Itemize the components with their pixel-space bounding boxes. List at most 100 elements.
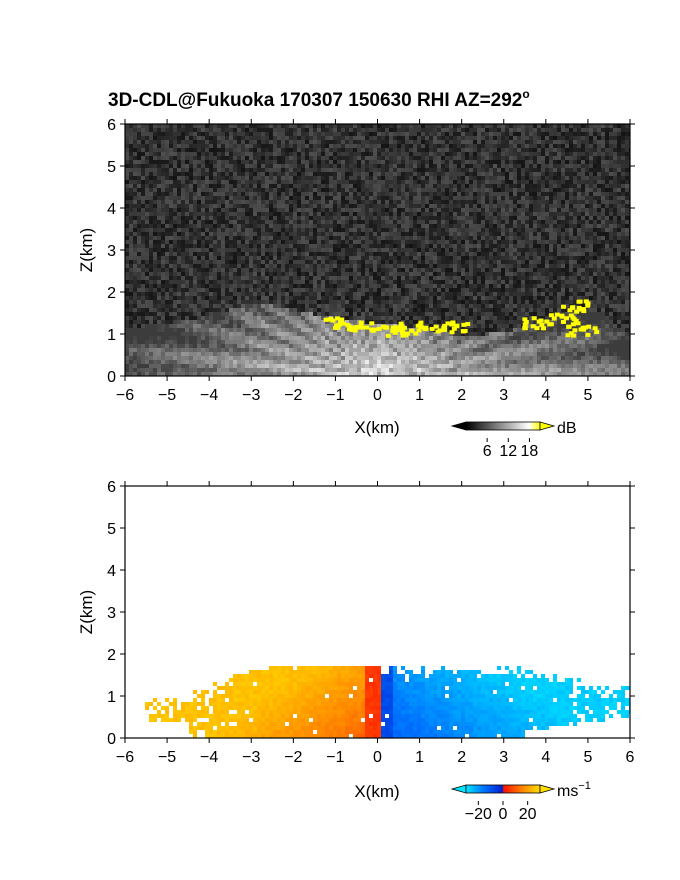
backscatter-cell — [581, 248, 585, 252]
backscatter-cell — [257, 124, 261, 128]
backscatter-cell — [169, 252, 173, 256]
backscatter-cell — [501, 256, 505, 260]
backscatter-cell — [361, 208, 365, 212]
backscatter-cell — [373, 220, 377, 224]
backscatter-cell — [465, 208, 469, 212]
backscatter-cell — [525, 240, 529, 244]
backscatter-cell — [533, 276, 537, 280]
backscatter-cell — [557, 140, 561, 144]
backscatter-cell — [473, 172, 477, 176]
backscatter-cell — [513, 240, 517, 244]
backscatter-cell — [213, 160, 217, 164]
backscatter-cell — [229, 252, 233, 256]
backscatter-cell — [285, 244, 289, 248]
backscatter-cell — [609, 148, 613, 152]
backscatter-cell — [181, 164, 185, 168]
backscatter-cell — [437, 168, 441, 172]
backscatter-cell — [481, 224, 485, 228]
backscatter-cell — [577, 192, 581, 196]
backscatter-cell — [393, 204, 397, 208]
backscatter-cell — [277, 204, 281, 208]
backscatter-cell — [457, 188, 461, 192]
backscatter-cell — [533, 184, 537, 188]
backscatter-cell — [385, 208, 389, 212]
backscatter-cell — [185, 192, 189, 196]
backscatter-cell — [365, 144, 369, 148]
backscatter-cell — [405, 272, 409, 276]
backscatter-cell — [325, 248, 329, 252]
backscatter-cell — [361, 264, 365, 268]
backscatter-cell — [133, 148, 137, 152]
backscatter-cell — [237, 200, 241, 204]
backscatter-cell — [605, 272, 609, 276]
backscatter-cell — [597, 208, 601, 212]
backscatter-cell — [141, 172, 145, 176]
backscatter-cell — [533, 172, 537, 176]
backscatter-cell — [293, 132, 297, 136]
backscatter-cell — [261, 164, 265, 168]
backscatter-cell — [321, 232, 325, 236]
backscatter-cell — [341, 272, 345, 276]
backscatter-cell — [357, 196, 361, 200]
backscatter-cell — [297, 272, 301, 276]
backscatter-cell — [197, 124, 201, 128]
backscatter-cell — [605, 256, 609, 260]
backscatter-cell — [261, 172, 265, 176]
backscatter-cell — [333, 248, 337, 252]
backscatter-cell — [589, 264, 593, 268]
backscatter-cell — [125, 228, 129, 232]
backscatter-cell — [397, 192, 401, 196]
backscatter-cell — [265, 216, 269, 220]
backscatter-cell — [393, 152, 397, 156]
backscatter-cell — [461, 168, 465, 172]
backscatter-cell — [545, 136, 549, 140]
backscatter-cell — [581, 136, 585, 140]
backscatter-cell — [429, 168, 433, 172]
backscatter-cell — [609, 128, 613, 132]
backscatter-cell — [301, 172, 305, 176]
backscatter-cell — [153, 232, 157, 236]
backscatter-cell — [385, 160, 389, 164]
backscatter-cell — [613, 124, 617, 128]
backscatter-cell — [401, 156, 405, 160]
backscatter-cell — [129, 208, 133, 212]
backscatter-cell — [225, 224, 229, 228]
backscatter-cell — [217, 152, 221, 156]
backscatter-cell — [265, 232, 269, 236]
backscatter-cell — [345, 236, 349, 240]
backscatter-cell — [381, 164, 385, 168]
backscatter-cell — [205, 220, 209, 224]
backscatter-cell — [173, 168, 177, 172]
backscatter-cell — [233, 228, 237, 232]
backscatter-cell — [449, 136, 453, 140]
backscatter-cell — [197, 220, 201, 224]
backscatter-cell — [617, 256, 621, 260]
backscatter-cell — [293, 228, 297, 232]
backscatter-cell — [321, 220, 325, 224]
backscatter-cell — [473, 256, 477, 260]
backscatter-cell — [349, 156, 353, 160]
backscatter-cell — [589, 272, 593, 276]
backscatter-cell — [393, 264, 397, 268]
backscatter-cell — [597, 244, 601, 248]
backscatter-cell — [253, 236, 257, 240]
backscatter-cell — [321, 212, 325, 216]
backscatter-cell — [157, 272, 161, 276]
backscatter-cell — [557, 232, 561, 236]
backscatter-cell — [441, 208, 445, 212]
backscatter-cell — [381, 228, 385, 232]
backscatter-cell — [225, 172, 229, 176]
backscatter-cell — [525, 184, 529, 188]
backscatter-cell — [381, 200, 385, 204]
backscatter-cell — [441, 256, 445, 260]
backscatter-cell — [617, 164, 621, 168]
backscatter-cell — [173, 272, 177, 276]
backscatter-cell — [209, 228, 213, 232]
backscatter-cell — [249, 160, 253, 164]
backscatter-cell — [405, 160, 409, 164]
backscatter-cell — [161, 248, 165, 252]
backscatter-cell — [541, 276, 545, 280]
backscatter-cell — [201, 244, 205, 248]
backscatter-cell — [389, 136, 393, 140]
backscatter-cell — [577, 252, 581, 256]
